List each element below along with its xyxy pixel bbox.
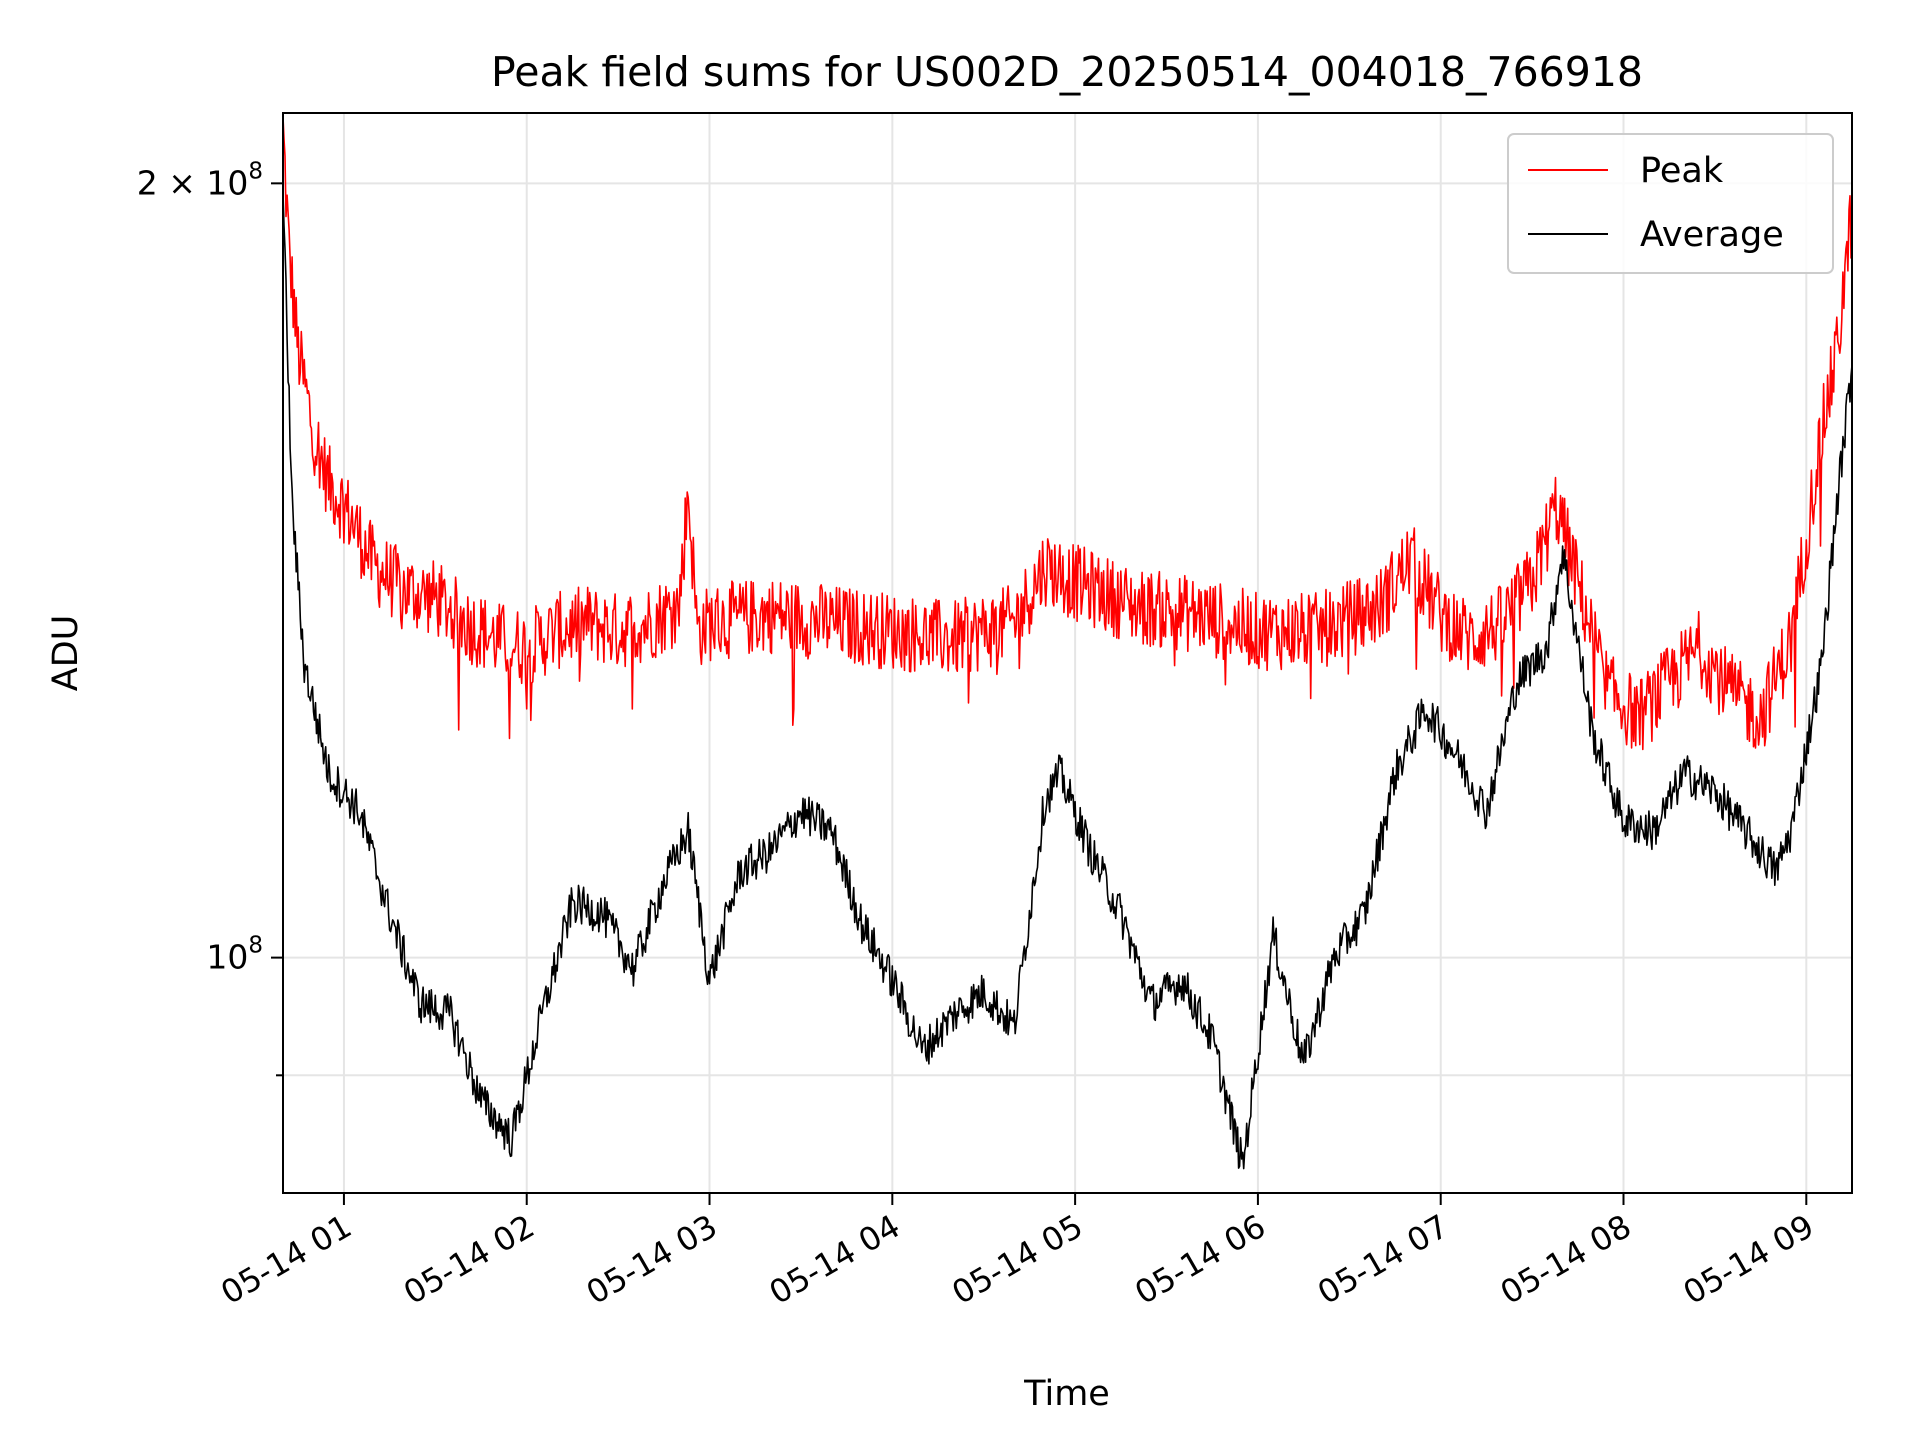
- legend-box: [1507, 133, 1834, 274]
- x-axis-label: Time: [1023, 1374, 1110, 1414]
- y-tick-label: 2 × 108: [137, 158, 263, 202]
- legend-label-average: Average: [1640, 215, 1784, 255]
- y-axis-label: ADU: [46, 615, 86, 692]
- y-tick-label-base: 2 × 10: [137, 163, 249, 202]
- y-tick-label-exponent: 8: [248, 158, 263, 184]
- legend-label-peak: Peak: [1640, 151, 1724, 191]
- series-line-peak: [282, 116, 1853, 751]
- y-tick-label-exponent: 8: [248, 933, 263, 959]
- plot-frame: [282, 112, 1853, 1194]
- legend: Peak Average: [1507, 133, 1834, 274]
- y-tick-label-base: 10: [206, 938, 248, 977]
- series-layer: [282, 116, 1853, 1170]
- series-line-average: [282, 192, 1853, 1170]
- y-tick-label: 108: [206, 933, 263, 977]
- chart-title: Peak field sums for US002D_20250514_0040…: [491, 48, 1643, 96]
